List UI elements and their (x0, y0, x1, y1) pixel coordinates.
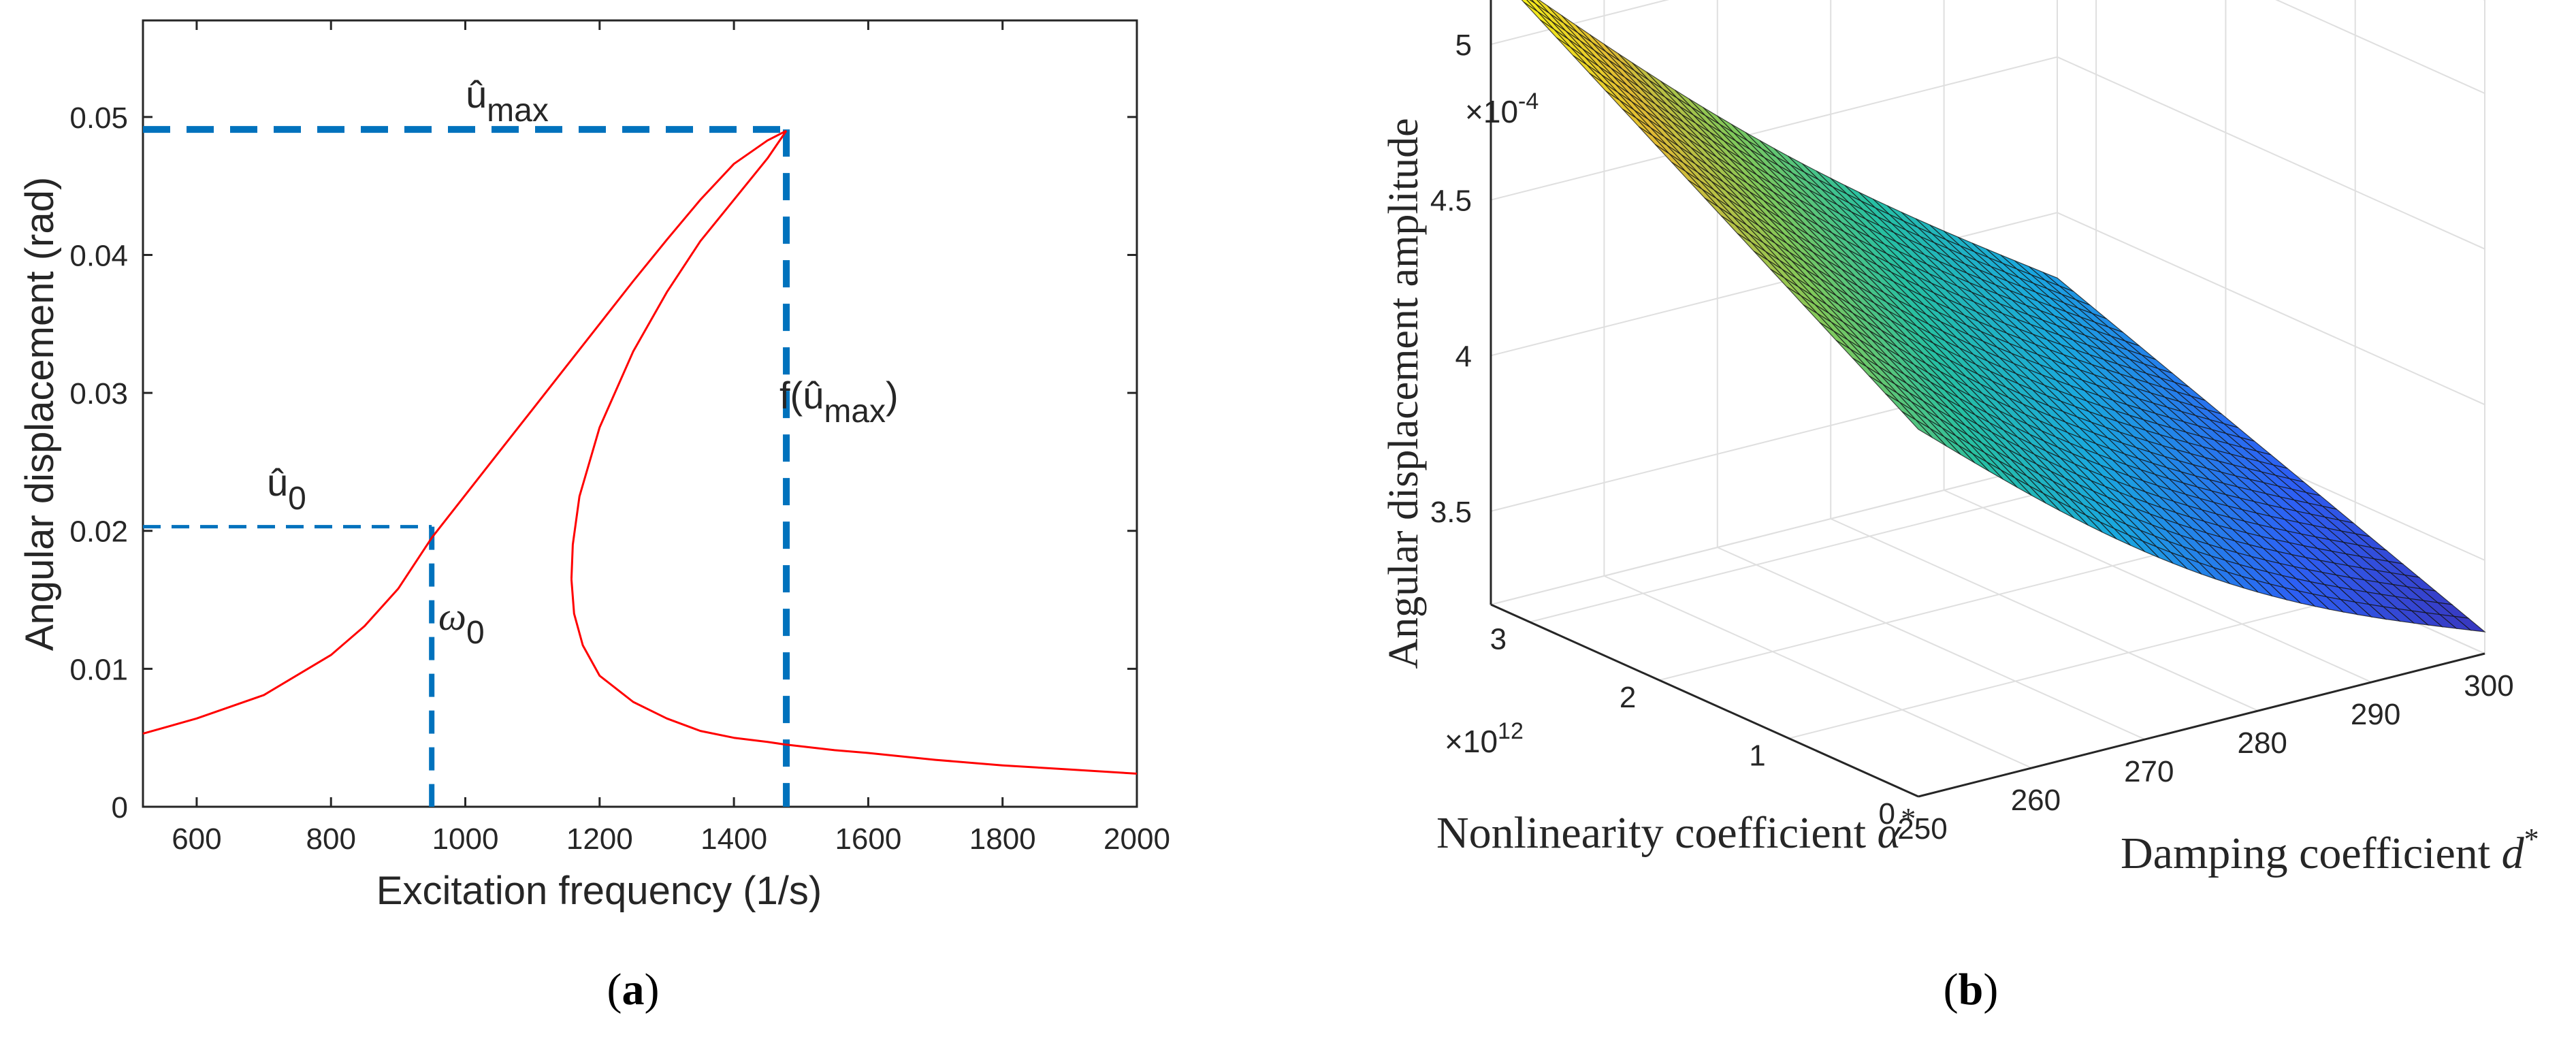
panel-b-y-axis-sup: * (1901, 802, 1916, 835)
z-tick-label: 5 (1455, 29, 1472, 62)
panel-a-line-chart: 0 0.01 0.02 0.03 0.04 0.05 600 800 1000 1200 1400… (18, 19, 1170, 1014)
y-tick-label: 0 (1879, 797, 1895, 831)
panel-b-y-multiplier-base: ×10 (1445, 724, 1498, 759)
annotation-f-u-max-suffix: ) (886, 374, 899, 417)
grid-line-x-floor (1830, 518, 2259, 711)
annotation-f-u-max: f(ûmax) (779, 374, 899, 430)
y-tick-label: 0.01 (69, 653, 128, 686)
panel-a-plot-frame (142, 19, 1138, 808)
y-tick-label: 1 (1749, 739, 1765, 773)
annotation-omega-0: ω0 (438, 594, 485, 651)
x-tick-label: 250 (1897, 812, 1947, 846)
grid-line-x-floor (1944, 490, 2372, 683)
grid-line-y-floor (1788, 594, 2355, 739)
grid-line-x-floor (1603, 575, 2032, 769)
panel-a-series-group (142, 129, 1138, 775)
panel-b-x-axis-label-text: Damping coefficient (2121, 829, 2490, 878)
x-axis-line (1918, 652, 2485, 798)
panel-a-y-axis-label: Angular displacement (rad) (18, 177, 62, 651)
x-tick-label: 1000 (432, 822, 499, 856)
annotation-f-u-max-subscript: max (824, 394, 886, 430)
panel-b-caption-close: ) (1983, 965, 1998, 1014)
annotation-omega-0-subscript: 0 (466, 615, 485, 651)
x-tick-label: 1400 (701, 822, 767, 856)
annotation-u-max-symbol: û (466, 73, 487, 116)
y-tick-label: 2 (1620, 681, 1636, 714)
panel-b-y-axis-label-text: Nonlinearity coefficient (1436, 808, 1866, 858)
panel-a-dashed-guides (143, 126, 790, 807)
series-line-unstable-middle-branch (570, 130, 788, 579)
x-tick-label: 270 (2124, 755, 2174, 788)
panel-b-caption: (b) (1944, 965, 1999, 1014)
panel-a-caption-open: ( (607, 965, 622, 1014)
series-line-upper-branch (142, 129, 787, 735)
annotation-u-0: û0 (267, 461, 306, 517)
grid-line-z (1490, 0, 2485, 95)
panel-a-y-ticks: 0 0.01 0.02 0.03 0.04 0.05 (69, 101, 1137, 824)
x-tick-label: 1200 (566, 822, 633, 856)
series-line-lower-branch (570, 579, 1138, 775)
panel-b-z-multiplier: ×10-4 (1465, 89, 1539, 129)
panel-b-x-axis-sup: * (2524, 822, 2539, 856)
panel-b-z-multiplier-base: ×10 (1465, 94, 1518, 129)
panel-b-y-axis-label: Nonlinearity coefficient α* (1436, 802, 1916, 858)
y-tick-label: 0.03 (69, 377, 128, 411)
x-tick-label: 260 (2011, 784, 2061, 817)
panel-b-caption-letter: b (1959, 965, 1984, 1014)
x-tick-label: 1800 (969, 822, 1036, 856)
panel-a-x-ticks: 600 800 1000 1200 1400 1600 1800 2000 (172, 20, 1170, 856)
annotation-omega-0-symbol: ω (438, 594, 466, 639)
x-tick-label: 2000 (1104, 822, 1170, 856)
panel-a-x-axis-label: Excitation frequency (1/s) (376, 869, 822, 913)
y-tick-label: 0 (112, 791, 128, 824)
y-tick-label: 3 (1490, 623, 1507, 656)
panel-b-y-axis-symbol: α (1878, 808, 1902, 858)
z-tick-label: 3.5 (1430, 496, 1472, 529)
x-tick-label: 280 (2237, 726, 2287, 760)
annotation-u-max-subscript: max (487, 93, 549, 129)
x-tick-label: 600 (172, 822, 221, 856)
x-tick-label: 300 (2464, 669, 2513, 703)
annotation-u-max: ûmax (466, 73, 549, 129)
panel-b-surface-mesh (1521, 0, 2486, 632)
surface-cell (2453, 615, 2486, 632)
grid-line-z (1490, 212, 2485, 406)
z-tick-label: 4 (1455, 340, 1472, 373)
x-tick-label: 290 (2351, 698, 2400, 731)
panel-b-y-multiplier-exp: 12 (1498, 718, 1524, 744)
panel-b-y-multiplier: ×1012 (1445, 718, 1524, 759)
annotation-f-u-max-prefix: f(û (779, 374, 824, 417)
y-tick-label: 0.02 (69, 515, 128, 549)
panel-a-caption-letter: a (622, 965, 645, 1014)
annotation-u-0-symbol: û (267, 461, 288, 504)
annotation-u-0-subscript: 0 (288, 481, 306, 517)
panel-a-caption-close: ) (645, 965, 660, 1014)
x-tick-label: 1600 (835, 822, 901, 856)
y-axis-line (1490, 603, 1919, 798)
grid-line-x-floor (1717, 547, 2146, 740)
panel-b-z-axis-label: Angular displacement amplitude (1381, 118, 1427, 669)
panel-a-caption: (a) (607, 965, 660, 1014)
y-tick-label: 0.04 (69, 239, 128, 272)
grid-line-y-floor (1659, 536, 2226, 681)
panel-b-x-axis-label: Damping coefficient d* (2121, 822, 2539, 878)
panel-b-caption-open: ( (1944, 965, 1959, 1014)
x-tick-label: 800 (306, 822, 356, 856)
z-tick-label: 4.5 (1430, 184, 1472, 218)
y-tick-label: 0.05 (69, 101, 128, 135)
panel-b-x-axis-symbol: d (2502, 829, 2525, 878)
panel-b-z-multiplier-exp: -4 (1518, 89, 1539, 114)
grid-line-y-floor (1529, 478, 2097, 623)
